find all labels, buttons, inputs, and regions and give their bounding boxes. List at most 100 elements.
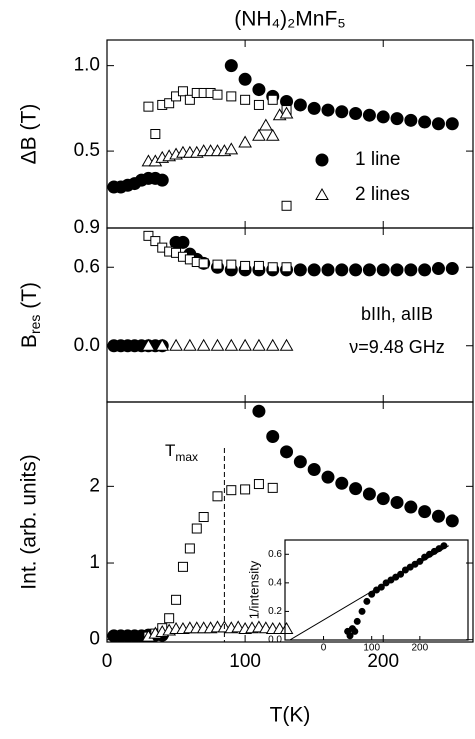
point xyxy=(240,260,251,271)
plot-area xyxy=(107,59,459,211)
point xyxy=(196,338,211,351)
point xyxy=(198,512,209,523)
y-tick-label: 0.2 xyxy=(268,606,282,617)
legend-label: 1 line xyxy=(355,149,400,170)
y-tick-label: 0.0 xyxy=(74,335,100,356)
point xyxy=(358,607,366,615)
x-tick-label: 200 xyxy=(411,643,428,654)
point xyxy=(252,83,266,97)
plot-area xyxy=(107,230,459,353)
point xyxy=(238,338,252,351)
point xyxy=(253,260,264,271)
point xyxy=(155,338,170,351)
fit-line xyxy=(289,545,449,640)
point xyxy=(164,98,175,109)
point xyxy=(349,482,363,496)
point xyxy=(445,117,459,131)
point xyxy=(335,263,349,277)
point xyxy=(293,98,307,112)
point xyxy=(349,106,363,120)
plot-area xyxy=(107,404,459,642)
point xyxy=(445,262,459,276)
annotation: bIIh, aIIB xyxy=(361,304,433,324)
point xyxy=(404,113,418,127)
point xyxy=(353,617,361,625)
plot-frame xyxy=(106,401,474,643)
annotation: ν=9.48 GHz xyxy=(349,337,445,357)
point xyxy=(238,72,252,86)
point xyxy=(177,561,188,572)
point xyxy=(253,479,264,490)
point xyxy=(335,105,349,119)
point xyxy=(184,94,195,105)
point xyxy=(226,91,237,102)
point xyxy=(362,487,376,501)
y-tick-label: 1.0 xyxy=(74,55,100,76)
point xyxy=(279,621,294,634)
point xyxy=(376,492,390,506)
legend-marker xyxy=(315,153,329,167)
point xyxy=(143,230,154,241)
point xyxy=(164,613,175,624)
point xyxy=(252,338,266,351)
point xyxy=(418,505,432,519)
y-tick-label: 1 xyxy=(89,552,100,573)
point xyxy=(376,263,390,277)
point xyxy=(335,476,349,490)
point xyxy=(267,482,278,493)
point xyxy=(307,462,321,476)
x-tick-label: 100 xyxy=(363,643,380,654)
point xyxy=(321,103,335,117)
point xyxy=(279,338,294,351)
point xyxy=(150,129,161,139)
point xyxy=(198,258,209,269)
point xyxy=(307,101,321,115)
y-axis-label: ΔB (T) xyxy=(18,104,41,165)
x-tick-label: 100 xyxy=(229,651,261,672)
point xyxy=(169,338,183,351)
point xyxy=(390,263,404,277)
point xyxy=(362,108,376,122)
label-sub: res xyxy=(27,315,43,334)
x-tick-label: 200 xyxy=(367,651,399,672)
y-tick-label: 0 xyxy=(89,629,100,650)
point xyxy=(445,514,459,528)
label-sub: max xyxy=(175,450,198,464)
point xyxy=(431,509,445,523)
point xyxy=(321,470,335,484)
point xyxy=(240,484,251,495)
point xyxy=(418,115,432,129)
point xyxy=(183,338,197,351)
y-tick-label: 0.6 xyxy=(268,549,282,560)
point xyxy=(171,91,182,102)
legend-label: 2 lines xyxy=(355,184,410,205)
point xyxy=(281,200,292,211)
point xyxy=(210,338,225,351)
y-tick-label: 0.5 xyxy=(74,140,100,161)
point xyxy=(226,485,237,496)
x-tick-label: 0 xyxy=(102,651,113,672)
y-tick-label: 2 xyxy=(89,475,100,496)
point xyxy=(253,99,264,110)
point xyxy=(143,101,154,112)
chart-title: (NH₄)₂MnF₅ xyxy=(234,8,346,31)
point xyxy=(307,263,321,277)
y-axis-label: Bres (T) xyxy=(18,282,43,348)
point xyxy=(404,500,418,514)
point xyxy=(267,94,278,105)
point xyxy=(212,259,223,270)
plot-area xyxy=(289,542,449,640)
point xyxy=(265,338,280,351)
point xyxy=(238,135,252,148)
label-unit: (T) xyxy=(18,282,41,315)
point xyxy=(226,259,237,270)
point xyxy=(212,89,223,100)
point xyxy=(390,112,404,126)
point xyxy=(252,404,266,418)
point xyxy=(171,594,182,605)
point xyxy=(184,543,195,554)
point xyxy=(431,117,445,131)
point xyxy=(224,59,238,73)
point xyxy=(176,235,190,249)
point xyxy=(346,632,354,640)
